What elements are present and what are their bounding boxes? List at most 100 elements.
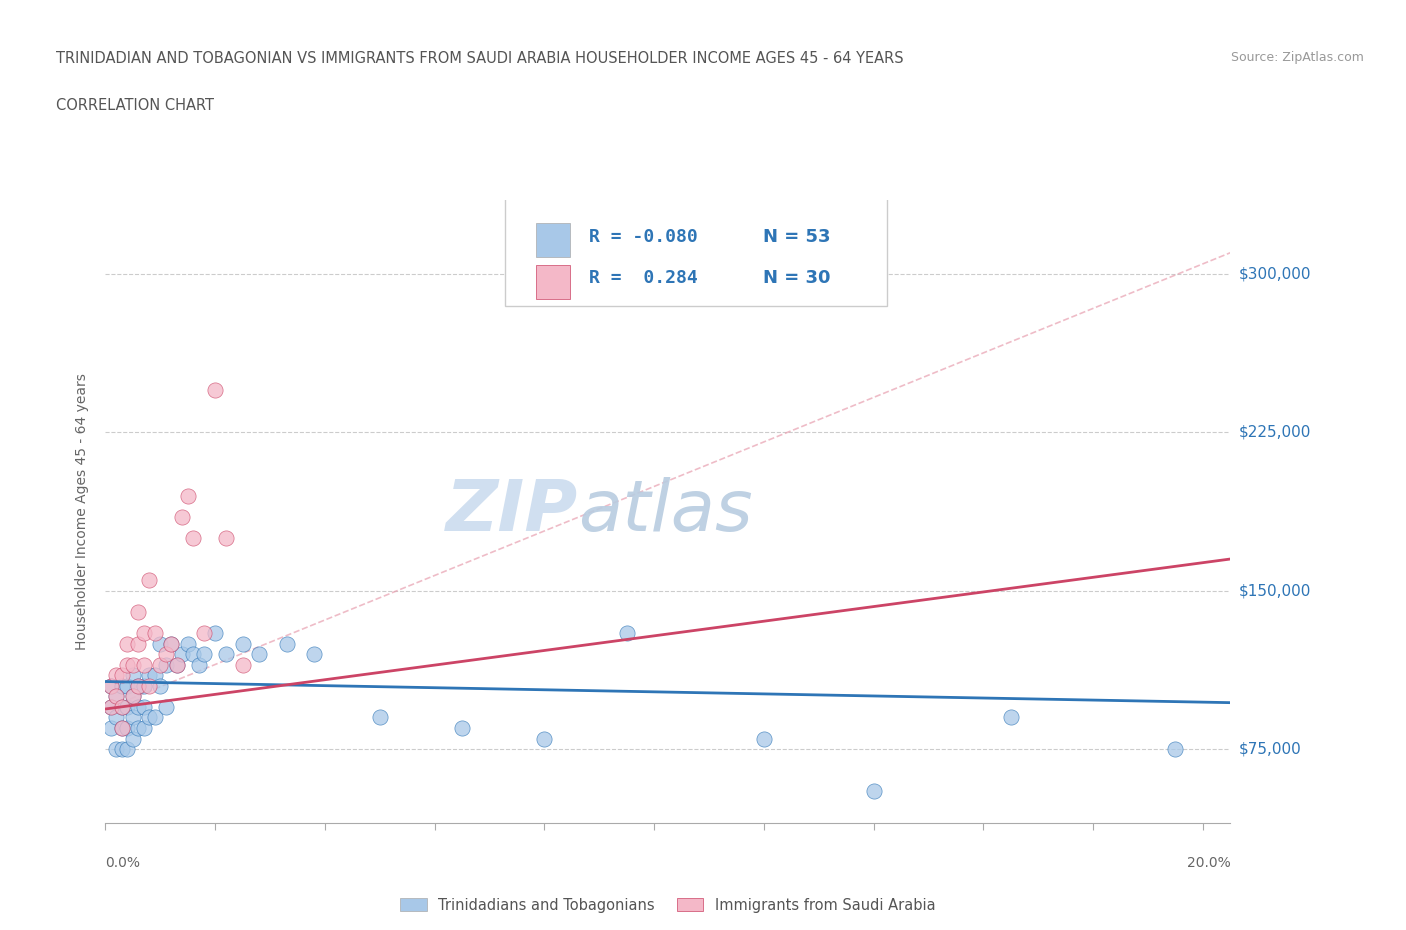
Point (122, 710, 145, 724)
Point (117, 678, 139, 693)
Point (105, 742, 128, 757)
Point (752, 731, 775, 746)
Point (100, 721, 122, 736)
Point (302, 646, 325, 661)
Point (127, 721, 149, 736)
Point (127, 699, 149, 714)
Point (132, 699, 155, 714)
Point (132, 721, 155, 736)
Point (132, 658, 155, 672)
Point (117, 699, 139, 714)
Point (172, 646, 194, 661)
Point (215, 646, 238, 661)
Text: Source: ZipAtlas.com: Source: ZipAtlas.com (1230, 51, 1364, 64)
FancyBboxPatch shape (536, 222, 569, 257)
Point (177, 488, 200, 503)
Point (111, 699, 134, 714)
Text: TRINIDADIAN AND TOBAGONIAN VS IMMIGRANTS FROM SAUDI ARABIA HOUSEHOLDER INCOME AG: TRINIDADIAN AND TOBAGONIAN VS IMMIGRANTS… (56, 51, 904, 66)
Point (160, 636, 183, 651)
Point (193, 626, 215, 641)
Point (127, 636, 149, 651)
Point (149, 678, 172, 693)
Point (138, 710, 160, 724)
Point (132, 678, 155, 693)
Point (187, 658, 209, 672)
Point (111, 699, 134, 714)
Point (160, 636, 183, 651)
Text: N = 30: N = 30 (763, 270, 831, 287)
Point (177, 636, 200, 651)
Point (166, 658, 188, 672)
Point (132, 626, 155, 641)
Point (232, 636, 254, 651)
Point (138, 668, 160, 683)
Point (100, 699, 122, 714)
Point (122, 668, 145, 683)
Point (155, 646, 177, 661)
Point (100, 699, 122, 714)
Point (181, 530, 204, 545)
Text: $75,000: $75,000 (1239, 741, 1302, 757)
Point (1164, 742, 1187, 757)
Legend: Trinidadians and Tobagonians, Immigrants from Saudi Arabia: Trinidadians and Tobagonians, Immigrants… (395, 892, 941, 919)
Point (111, 678, 134, 693)
Point (100, 678, 122, 693)
Point (117, 636, 139, 651)
Text: R =  0.284: R = 0.284 (589, 270, 697, 287)
Point (149, 636, 172, 651)
Point (1000, 710, 1022, 724)
Point (533, 731, 555, 746)
Point (111, 742, 134, 757)
Point (155, 699, 177, 714)
Point (138, 573, 160, 588)
Point (138, 678, 160, 693)
Point (111, 721, 134, 736)
Point (105, 668, 128, 683)
Point (127, 604, 149, 619)
Point (100, 678, 122, 693)
Point (105, 710, 128, 724)
Text: $300,000: $300,000 (1239, 266, 1312, 282)
Text: R = -0.080: R = -0.080 (589, 228, 697, 246)
Text: 0.0%: 0.0% (105, 856, 141, 870)
Point (247, 646, 270, 661)
Point (111, 721, 134, 736)
Point (166, 658, 188, 672)
Point (117, 721, 139, 736)
Text: atlas: atlas (578, 477, 752, 546)
Point (172, 510, 194, 525)
Point (122, 689, 145, 704)
Point (204, 626, 226, 641)
Point (122, 731, 145, 746)
Text: CORRELATION CHART: CORRELATION CHART (56, 98, 214, 113)
FancyBboxPatch shape (505, 197, 887, 306)
Point (143, 668, 166, 683)
Point (111, 668, 134, 683)
Point (105, 689, 128, 704)
Point (204, 382, 226, 397)
Point (181, 646, 204, 661)
Point (368, 710, 391, 724)
Point (117, 742, 139, 757)
Point (143, 626, 166, 641)
Point (127, 678, 149, 693)
Point (122, 658, 145, 672)
Text: N = 53: N = 53 (763, 228, 831, 246)
FancyBboxPatch shape (536, 265, 569, 299)
Point (215, 530, 238, 545)
Text: ZIP: ZIP (446, 477, 578, 546)
Point (193, 646, 215, 661)
Point (122, 689, 145, 704)
Text: $150,000: $150,000 (1239, 583, 1310, 598)
Point (451, 721, 474, 736)
Point (127, 678, 149, 693)
Point (616, 626, 638, 641)
Point (276, 636, 298, 651)
Y-axis label: Householder Income Ages 45 - 64 years: Householder Income Ages 45 - 64 years (76, 373, 90, 650)
Text: $225,000: $225,000 (1239, 425, 1310, 440)
Point (105, 689, 128, 704)
Point (862, 784, 884, 799)
Point (149, 658, 172, 672)
Text: 20.0%: 20.0% (1187, 856, 1230, 870)
Point (155, 658, 177, 672)
